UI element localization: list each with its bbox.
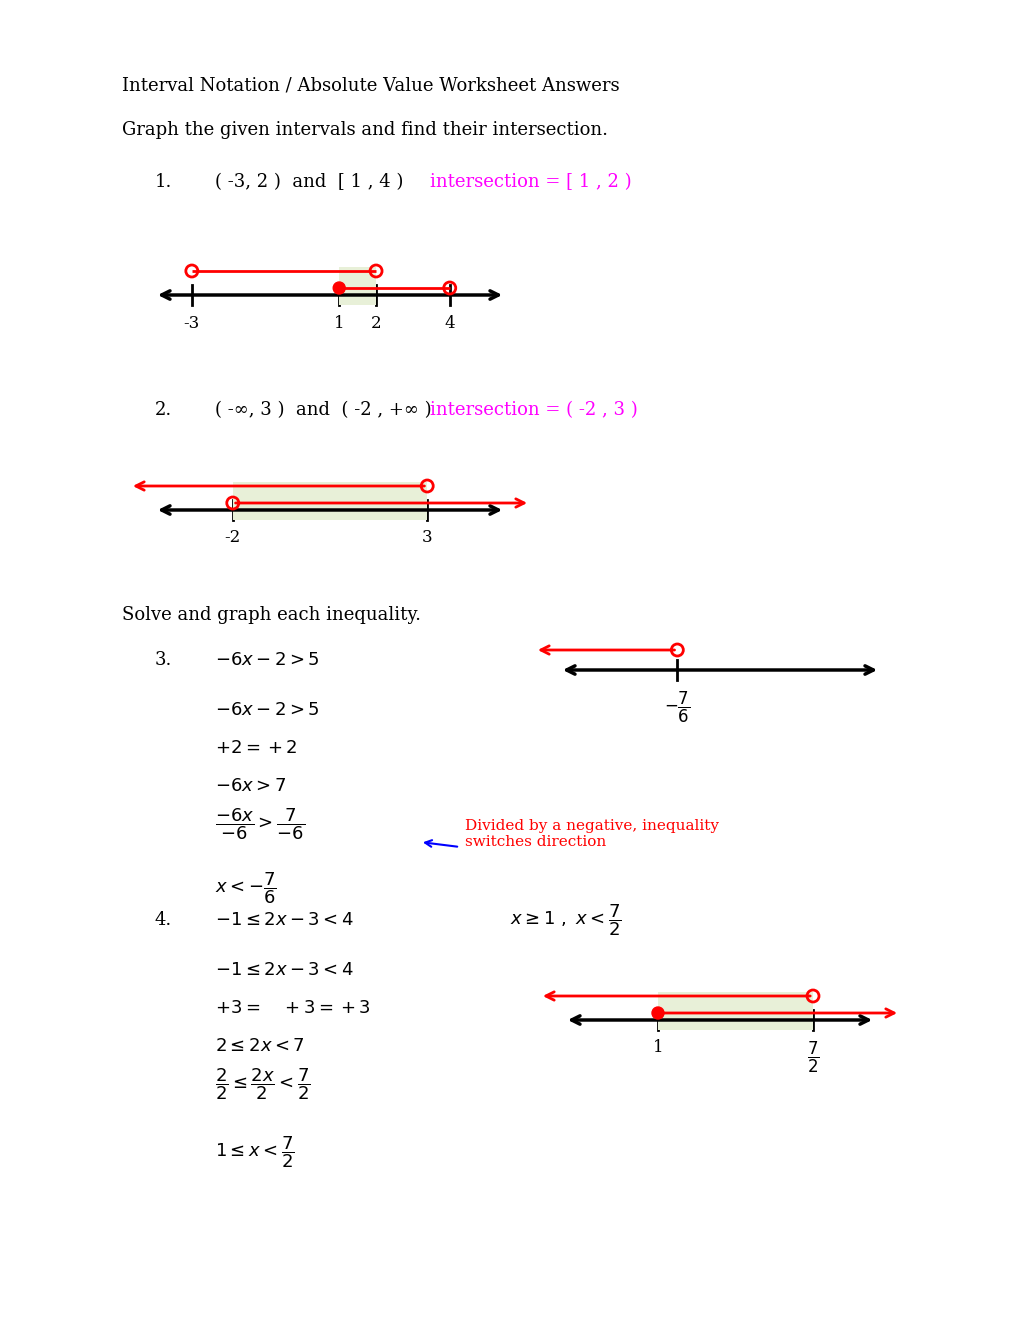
Text: 3: 3 [422, 529, 432, 546]
Text: ( -∞, 3 )  and  ( -2 , +∞ ): ( -∞, 3 ) and ( -2 , +∞ ) [215, 401, 431, 418]
Text: 2.: 2. [155, 401, 172, 418]
Text: Interval Notation / Absolute Value Worksheet Answers: Interval Notation / Absolute Value Works… [122, 77, 619, 94]
Text: intersection = [ 1 , 2 ): intersection = [ 1 , 2 ) [430, 173, 631, 191]
Text: 3.: 3. [155, 651, 172, 669]
Bar [232, 482, 427, 520]
Text: 1.: 1. [155, 173, 172, 191]
Text: $x\geq 1\ ,\ x<\dfrac{7}{2}$: $x\geq 1\ ,\ x<\dfrac{7}{2}$ [510, 902, 622, 937]
Text: $-1\leq 2x-3<4$: $-1\leq 2x-3<4$ [215, 911, 354, 929]
Bar [339, 267, 376, 305]
Text: 4.: 4. [155, 911, 172, 929]
Text: $\dfrac{7}{2}$: $\dfrac{7}{2}$ [806, 1040, 818, 1076]
Bar [657, 993, 812, 1030]
Text: $-6x-2>5$: $-6x-2>5$ [215, 701, 319, 719]
Text: $-6x>7$: $-6x>7$ [215, 777, 286, 795]
Text: $2\leq 2x<7$: $2\leq 2x<7$ [215, 1038, 305, 1055]
Text: intersection = ( -2 , 3 ): intersection = ( -2 , 3 ) [430, 401, 637, 418]
Text: Graph the given intervals and find their intersection.: Graph the given intervals and find their… [122, 121, 607, 139]
Text: -2: -2 [224, 529, 240, 546]
Text: $x<-\dfrac{7}{6}$: $x<-\dfrac{7}{6}$ [215, 871, 276, 907]
Text: $+3=\quad +3=+3$: $+3=\quad +3=+3$ [215, 999, 371, 1016]
Text: $1\leq x<\dfrac{7}{2}$: $1\leq x<\dfrac{7}{2}$ [215, 1135, 294, 1171]
Text: $-6x-2>5$: $-6x-2>5$ [215, 651, 319, 669]
Text: 1: 1 [652, 1040, 662, 1056]
Text: -3: -3 [183, 314, 200, 331]
Circle shape [333, 282, 344, 294]
Text: $\dfrac{-6x}{-6}>\dfrac{7}{-6}$: $\dfrac{-6x}{-6}>\dfrac{7}{-6}$ [215, 807, 305, 842]
Text: 4: 4 [444, 314, 454, 331]
Text: Divided by a negative, inequality
switches direction: Divided by a negative, inequality switch… [465, 818, 718, 849]
Text: $-\dfrac{7}{6}$: $-\dfrac{7}{6}$ [663, 690, 690, 725]
Text: $-1\leq 2x-3<4$: $-1\leq 2x-3<4$ [215, 961, 354, 979]
Text: 2: 2 [370, 314, 381, 331]
Text: 1: 1 [333, 314, 344, 331]
Text: Solve and graph each inequality.: Solve and graph each inequality. [122, 606, 421, 624]
Text: $\dfrac{2}{2}\leq\dfrac{2x}{2}<\dfrac{7}{2}$: $\dfrac{2}{2}\leq\dfrac{2x}{2}<\dfrac{7}… [215, 1067, 311, 1102]
Text: $+2=+2$: $+2=+2$ [215, 739, 298, 756]
Text: ( -3, 2 )  and  [ 1 , 4 ): ( -3, 2 ) and [ 1 , 4 ) [215, 173, 403, 191]
Circle shape [651, 1007, 663, 1019]
